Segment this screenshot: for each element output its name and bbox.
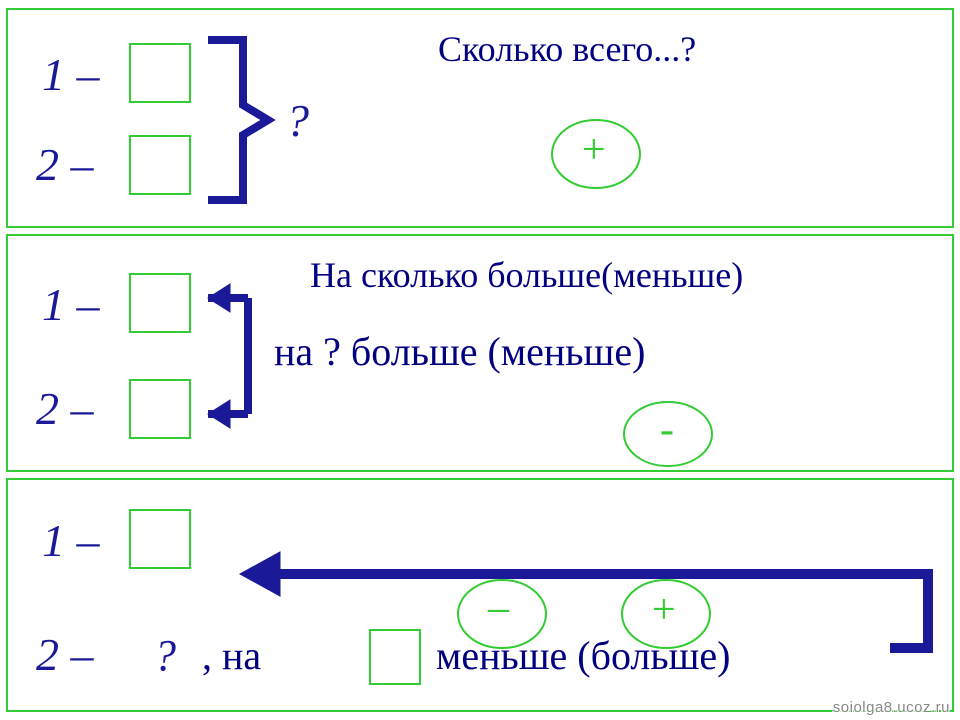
box-mid: [370, 630, 420, 684]
row2-label: 2 –: [36, 628, 94, 681]
watermark: soiolga8.ucoz.ru: [833, 699, 950, 716]
tail-post: меньше (больше): [436, 632, 731, 679]
row1-label: 1 –: [42, 514, 100, 567]
question-mark: ?: [286, 94, 309, 147]
plus-sign: +: [582, 126, 606, 174]
minus-sign: -: [660, 406, 674, 454]
panel2-title: На сколько больше(меньше): [310, 254, 743, 296]
box-1: [130, 44, 190, 102]
plus-sign: +: [652, 586, 676, 634]
panel-2: 1 – 2 – На сколько больше(меньше) на ? б…: [6, 234, 954, 472]
tail-pre: , на: [202, 632, 261, 679]
minus-sign: –: [488, 584, 509, 632]
panel-1: 1 – 2 – ? Сколько всего...? +: [6, 8, 954, 228]
panel1-title: Сколько всего...?: [438, 28, 696, 70]
box-1: [130, 510, 190, 568]
qmark: ?: [154, 630, 176, 681]
row1-label: 1 –: [42, 278, 100, 331]
brace-icon: [208, 40, 268, 200]
compare-arrow-icon: [208, 284, 248, 428]
row2-label: 2 –: [36, 138, 94, 191]
box-1: [130, 274, 190, 332]
box-2: [130, 136, 190, 194]
row1-label: 1 –: [42, 48, 100, 101]
row2-label: 2 –: [36, 382, 94, 435]
box-2: [130, 380, 190, 438]
panel-3: 1 – 2 – ? , на меньше (больше) – +: [6, 478, 954, 712]
panel2-middle: на ? больше (меньше): [274, 328, 645, 375]
